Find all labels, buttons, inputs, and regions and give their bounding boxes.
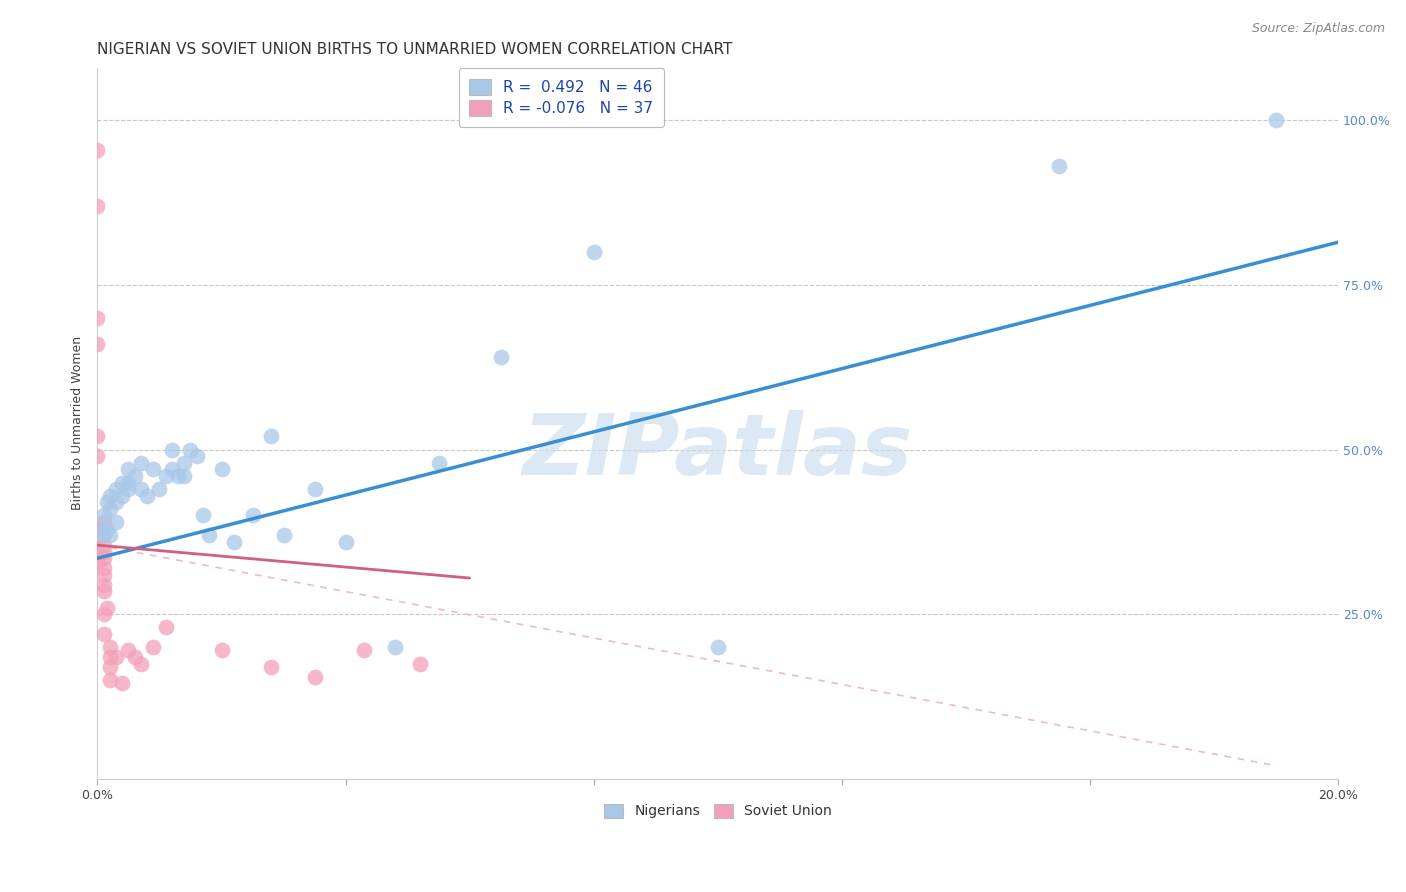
Point — [173, 469, 195, 483]
Point — [86, 337, 108, 351]
Point — [96, 600, 118, 615]
Point — [160, 442, 183, 457]
Point — [111, 676, 134, 690]
Point — [86, 449, 108, 463]
Point — [117, 475, 139, 490]
Point — [105, 482, 128, 496]
Point — [353, 643, 375, 657]
Point — [86, 143, 108, 157]
Point — [93, 627, 115, 641]
Point — [93, 567, 115, 582]
Point — [427, 456, 450, 470]
Point — [86, 522, 108, 536]
Point — [148, 482, 170, 496]
Point — [222, 534, 245, 549]
Point — [582, 245, 605, 260]
Point — [186, 449, 208, 463]
Point — [273, 528, 295, 542]
Point — [98, 650, 121, 665]
Point — [142, 462, 165, 476]
Point — [117, 462, 139, 476]
Point — [129, 456, 152, 470]
Point — [98, 660, 121, 674]
Point — [93, 508, 115, 523]
Point — [93, 528, 115, 542]
Point — [93, 528, 115, 542]
Point — [211, 643, 233, 657]
Point — [96, 522, 118, 536]
Point — [105, 495, 128, 509]
Point — [86, 199, 108, 213]
Point — [160, 462, 183, 476]
Point — [142, 640, 165, 655]
Point — [260, 660, 283, 674]
Point — [117, 643, 139, 657]
Text: Source: ZipAtlas.com: Source: ZipAtlas.com — [1251, 22, 1385, 36]
Point — [129, 482, 152, 496]
Text: NIGERIAN VS SOVIET UNION BIRTHS TO UNMARRIED WOMEN CORRELATION CHART: NIGERIAN VS SOVIET UNION BIRTHS TO UNMAR… — [97, 42, 733, 57]
Point — [179, 442, 201, 457]
Text: ZIPatlas: ZIPatlas — [523, 410, 912, 493]
Point — [86, 541, 108, 556]
Y-axis label: Births to Unmarried Women: Births to Unmarried Women — [72, 336, 84, 510]
Point — [96, 495, 118, 509]
Point — [111, 489, 134, 503]
Point — [409, 657, 432, 671]
Point — [707, 640, 730, 655]
Point — [105, 515, 128, 529]
Point — [93, 577, 115, 591]
Point — [86, 555, 108, 569]
Point — [124, 650, 146, 665]
Point — [93, 515, 115, 529]
Point — [136, 489, 159, 503]
Point — [98, 673, 121, 687]
Point — [489, 351, 512, 365]
Point — [86, 310, 108, 325]
Point — [1265, 113, 1288, 128]
Legend: Nigerians, Soviet Union: Nigerians, Soviet Union — [596, 797, 839, 825]
Point — [98, 640, 121, 655]
Point — [111, 475, 134, 490]
Point — [98, 489, 121, 503]
Point — [211, 462, 233, 476]
Point — [86, 429, 108, 443]
Point — [242, 508, 264, 523]
Point — [198, 528, 221, 542]
Point — [93, 538, 115, 552]
Point — [155, 620, 177, 634]
Point — [304, 482, 326, 496]
Point — [260, 429, 283, 443]
Point — [98, 528, 121, 542]
Point — [155, 469, 177, 483]
Point — [105, 650, 128, 665]
Point — [93, 607, 115, 622]
Point — [90, 522, 112, 536]
Point — [191, 508, 214, 523]
Point — [304, 670, 326, 684]
Point — [93, 584, 115, 599]
Point — [93, 561, 115, 575]
Point — [335, 534, 357, 549]
Point — [167, 469, 190, 483]
Point — [93, 545, 115, 559]
Point — [98, 502, 121, 516]
Point — [1047, 160, 1070, 174]
Point — [93, 551, 115, 566]
Point — [129, 657, 152, 671]
Point — [384, 640, 406, 655]
Point — [117, 482, 139, 496]
Point — [124, 469, 146, 483]
Point — [173, 456, 195, 470]
